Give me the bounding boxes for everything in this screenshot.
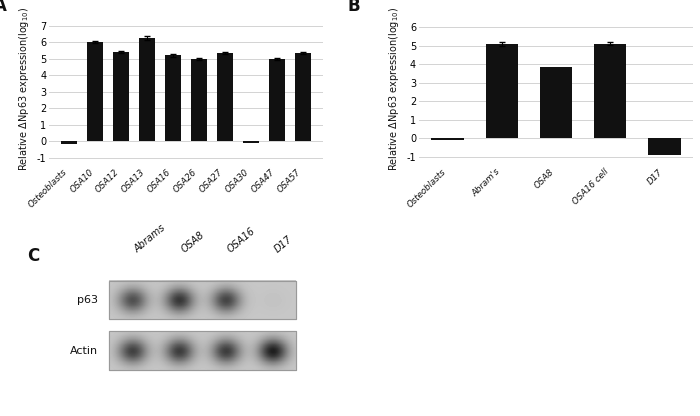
Bar xyxy=(217,53,232,141)
Text: B: B xyxy=(348,0,360,15)
Text: OSA16: OSA16 xyxy=(226,226,258,255)
Bar xyxy=(486,44,518,138)
Bar xyxy=(165,55,181,141)
Bar xyxy=(431,138,464,140)
Bar xyxy=(648,138,680,155)
Text: p63: p63 xyxy=(77,295,98,305)
Text: D17: D17 xyxy=(272,234,294,255)
Y-axis label: Relative ΔNp63 expression(log$_{10}$): Relative ΔNp63 expression(log$_{10}$) xyxy=(387,7,401,171)
Bar xyxy=(62,141,77,144)
Text: Abrams: Abrams xyxy=(132,223,168,255)
Bar xyxy=(109,281,295,319)
Bar xyxy=(88,42,103,141)
Bar xyxy=(139,38,155,141)
Bar xyxy=(269,59,285,141)
Bar xyxy=(243,141,259,143)
Y-axis label: Relative ΔNp63 expression(log$_{10}$): Relative ΔNp63 expression(log$_{10}$) xyxy=(17,7,31,171)
Bar xyxy=(109,332,295,370)
Bar xyxy=(540,67,572,138)
Text: C: C xyxy=(27,247,39,265)
Text: OSA8: OSA8 xyxy=(179,230,206,255)
Bar xyxy=(113,52,129,141)
Bar xyxy=(594,44,626,138)
Text: A: A xyxy=(0,0,7,15)
Bar xyxy=(295,53,311,141)
Text: Actin: Actin xyxy=(70,346,98,356)
Bar xyxy=(191,59,206,141)
Bar xyxy=(109,332,295,370)
Bar xyxy=(109,281,295,319)
